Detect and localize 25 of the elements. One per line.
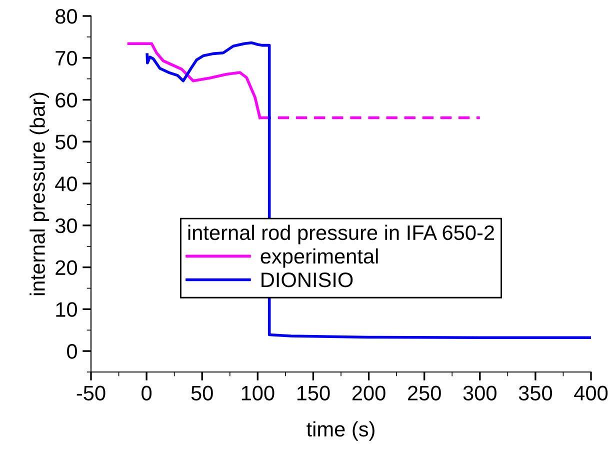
x-tick-label: 250	[408, 386, 441, 400]
line-series	[146, 41, 591, 340]
y-tick-label: 30	[55, 218, 77, 234]
y-tick-label: 80	[56, 9, 77, 24]
y-tick-label: 40	[55, 176, 77, 192]
y-axis-title: internal pressure (bar)	[30, 92, 50, 296]
y-tick-label: 20	[56, 260, 77, 276]
x-tick-label: 50	[191, 386, 213, 400]
legend-label: DIONISIO	[262, 272, 353, 288]
x-axis-title: time (s)	[306, 421, 374, 441]
y-tick-label: 60	[56, 92, 77, 108]
legend-label: experimental	[260, 248, 378, 268]
x-tick-label: 200	[352, 386, 386, 400]
x-tick-label: 300	[463, 386, 496, 400]
x-tick-label: 150	[297, 386, 330, 400]
y-tick-label: 50	[55, 134, 77, 150]
y-tick-label: 10	[56, 302, 77, 317]
y-tick-label: 0	[67, 344, 77, 359]
x-tick-label: 0	[142, 386, 152, 400]
x-tick-label: 100	[242, 386, 274, 400]
x-tick-label: 350	[518, 386, 552, 400]
x-tick-label: -50	[76, 386, 106, 400]
legend-title: internal rod pressure in IFA 650-2	[188, 224, 494, 244]
x-tick-label: 400	[574, 386, 608, 400]
y-tick-label: 70	[56, 50, 77, 66]
